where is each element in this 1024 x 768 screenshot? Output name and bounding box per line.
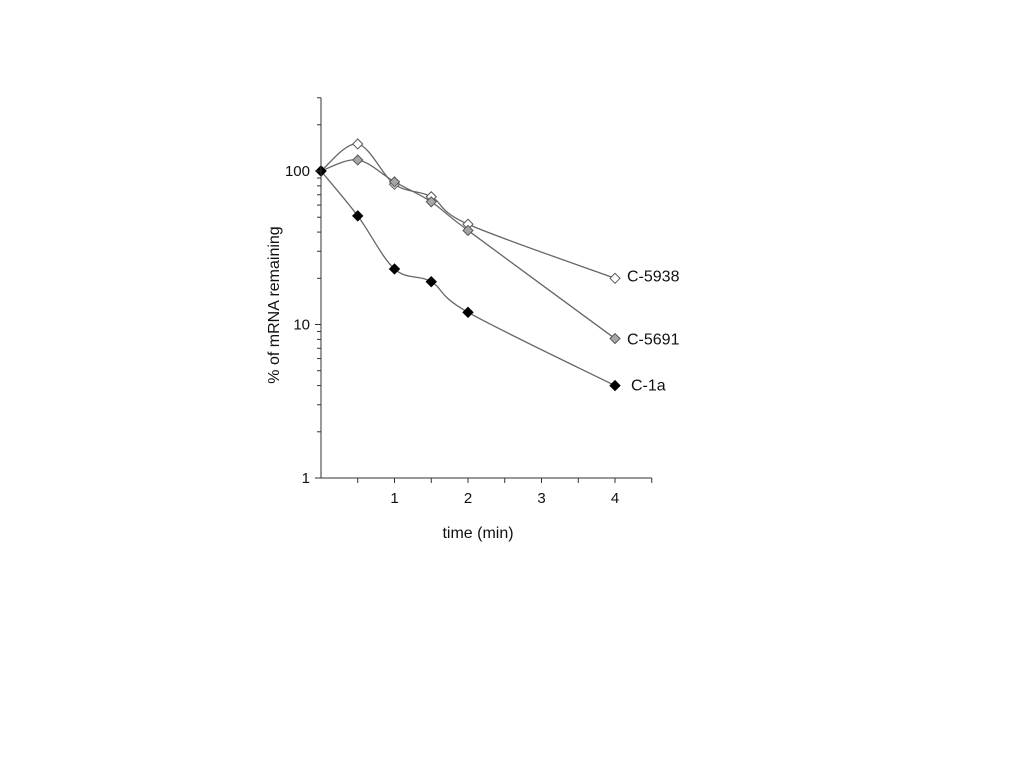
y-axis-title: % of mRNA remaining (266, 226, 283, 383)
series-label: C-5691 (627, 332, 680, 349)
ticks-layer: 1 10 100 1 2 3 4 (285, 97, 653, 507)
series-line (320, 143, 616, 279)
data-point-marker (425, 276, 437, 288)
x-axis-title: time (min) (442, 525, 513, 542)
series-c-5938: C-5938 (315, 138, 680, 285)
data-point-marker (425, 196, 437, 208)
data-point-marker (352, 210, 364, 222)
y-tick-label: 10 (293, 317, 310, 334)
data-point-marker (609, 272, 621, 284)
y-tick-label: 100 (285, 163, 310, 180)
series-layer: C-5938 C-5691 C-1a (315, 138, 680, 395)
data-point-marker (388, 176, 401, 188)
series-line (320, 170, 616, 387)
x-tick-label: 4 (611, 490, 619, 507)
axes-layer (320, 97, 652, 479)
x-tick-label: 2 (464, 490, 472, 507)
x-tick-label: 3 (537, 490, 545, 507)
series-c-5691: C-5691 (315, 154, 680, 349)
plot-area: C-5938 C-5691 C-1a 1 10 100 1 2 3 4 (285, 97, 680, 507)
data-point-marker (388, 263, 401, 275)
x-tick-label: 1 (390, 490, 398, 507)
data-point-marker (352, 138, 364, 150)
data-point-marker (352, 154, 364, 166)
series-label: C-1a (631, 378, 666, 395)
data-point-marker (462, 224, 474, 237)
data-point-marker (609, 332, 621, 345)
series-label: C-5938 (627, 268, 680, 285)
y-tick-label: 1 (302, 470, 310, 487)
data-point-marker (609, 379, 621, 392)
data-point-marker (462, 306, 474, 319)
